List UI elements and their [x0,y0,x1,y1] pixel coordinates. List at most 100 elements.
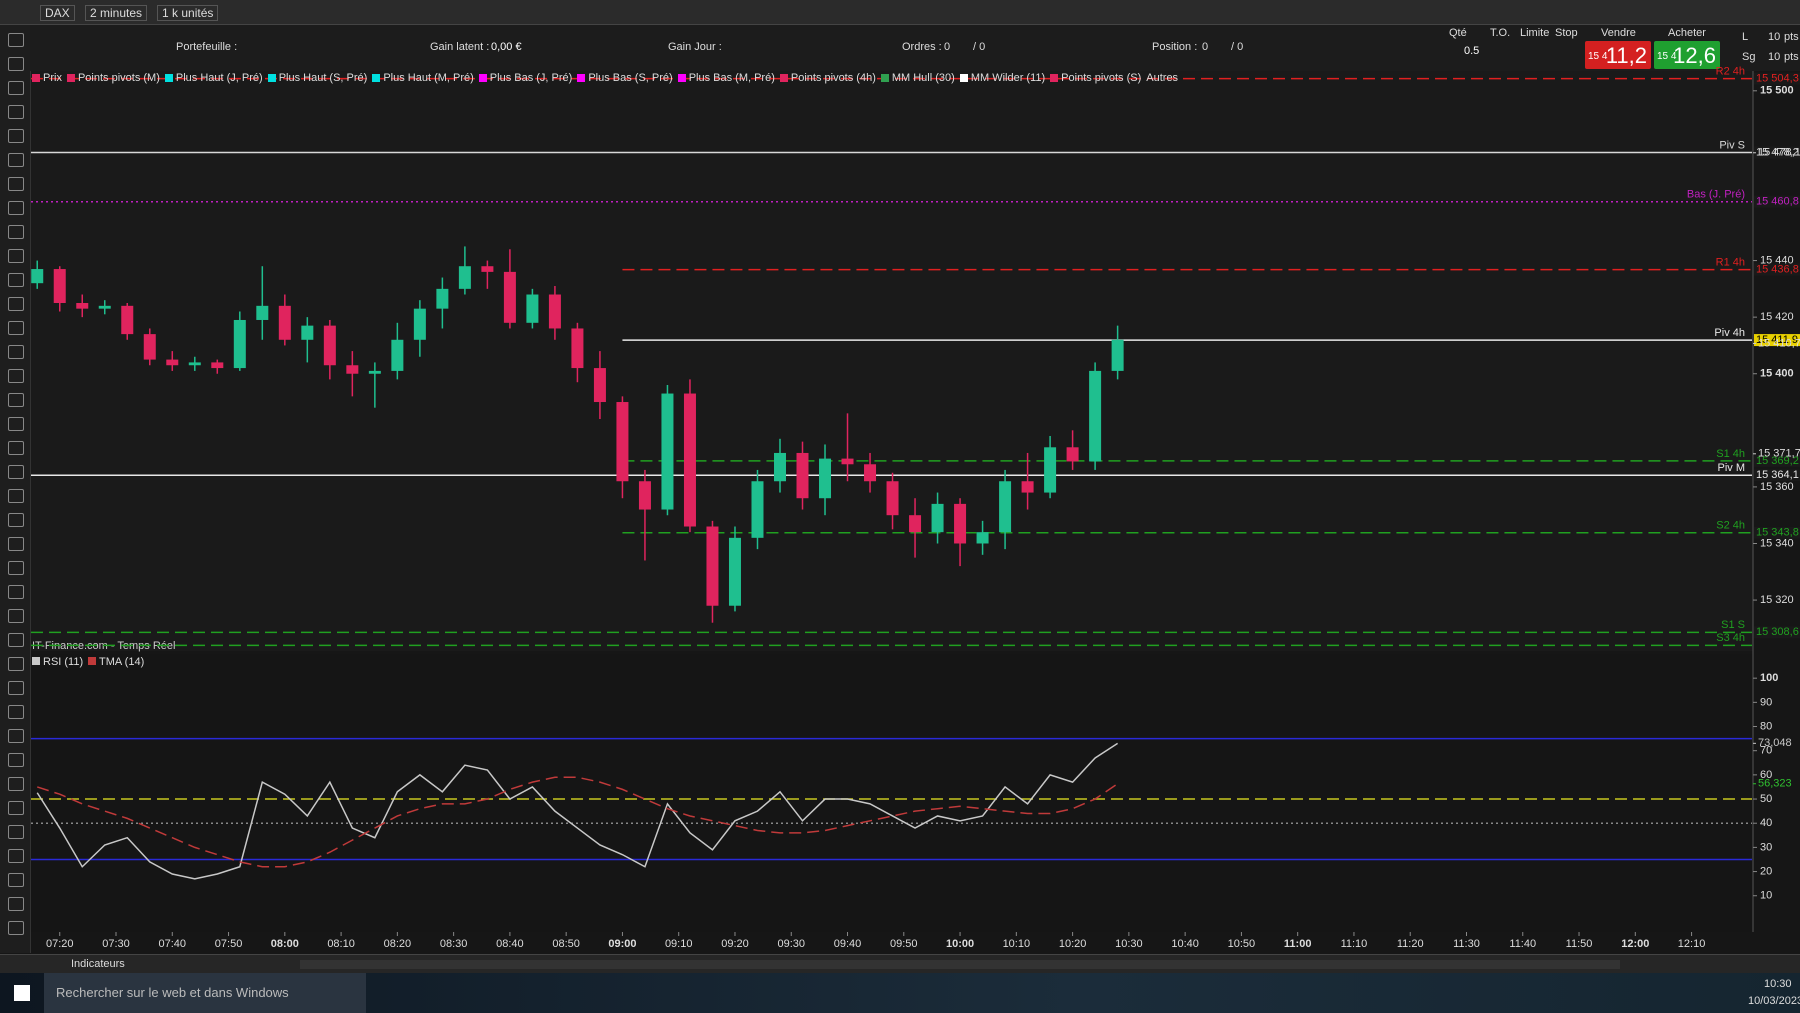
x-tick-label: 09:30 [777,938,805,950]
tool-icon[interactable] [8,849,24,863]
qty-input[interactable]: 0.5 [1464,45,1480,57]
level-value-box [1754,626,1800,639]
tool-icon[interactable] [8,825,24,839]
tool-icon[interactable] [8,393,24,407]
tool-icon[interactable] [8,921,24,935]
price-panel [31,71,1753,651]
tool-icon[interactable] [8,657,24,671]
buy-button[interactable]: 15 4 12,6 [1654,41,1720,69]
axis-marker-label: 56,323 [1758,778,1792,790]
candle-body [638,481,651,510]
tool-icon[interactable] [8,81,24,95]
tool-icon[interactable] [8,153,24,167]
tool-icon[interactable] [8,33,24,47]
candle-body [616,402,629,482]
legend-item: Plus Haut (J, Pré) [164,72,263,84]
tool-icon[interactable] [8,369,24,383]
x-tick-label: 11:20 [1397,938,1424,950]
tool-icon[interactable] [8,585,24,599]
tool-icon[interactable] [8,537,24,551]
tool-icon[interactable] [8,489,24,503]
tool-icon[interactable] [8,249,24,263]
level-value-label: 15 504,3 [1756,73,1799,85]
level-value-label: 15 364,1 [1756,469,1799,481]
level-value-box [1754,526,1800,539]
tool-icon[interactable] [8,729,24,743]
y-tick-label: 70 [1760,745,1772,757]
candle-body [819,458,832,499]
search-box[interactable]: Rechercher sur le web et dans Windows [44,973,366,1013]
candle-body [931,503,944,533]
legend-item: Plus Haut (M, Pré) [372,72,474,84]
tool-icon[interactable] [8,873,24,887]
position-total: / 0 [1231,41,1244,53]
tool-icon[interactable] [8,105,24,119]
tool-icon[interactable] [8,561,24,575]
x-tick-label: 11:40 [1509,938,1536,950]
legend-item: Plus Bas (J, Pré) [478,72,572,84]
level-value-label: 15 308,6 [1756,626,1799,638]
candle-body [526,294,539,323]
candle-body [301,325,314,340]
tool-icon[interactable] [8,681,24,695]
l-label: L [1742,31,1749,43]
legend-label: Prix [43,72,62,84]
tool-icon[interactable] [8,441,24,455]
candle-body [1089,370,1102,462]
level-label: Piv 4h [1714,327,1745,339]
buy-price: 12,6 [1673,43,1716,68]
x-tick-label: 10:50 [1228,938,1256,950]
tool-icon[interactable] [8,633,24,647]
y-tick-label: 15 320 [1760,594,1794,606]
y-tick-label: 30 [1760,841,1772,853]
tool-icon[interactable] [8,321,24,335]
l-value[interactable]: 10 [1768,31,1781,43]
candle-body [886,481,899,516]
sell-button[interactable]: 15 4 11,2 [1585,41,1651,69]
level-label: Bas (J. Pré) [1687,189,1745,201]
tool-icon[interactable] [8,513,24,527]
indicator-legend: Prix Points pivots (M) Plus Haut (J, Pré) P… [32,72,1178,84]
candle-body [143,334,156,360]
candle-body [683,393,696,527]
candle-body [53,269,66,303]
tool-icon[interactable] [8,753,24,767]
tool-icon[interactable] [8,297,24,311]
tool-icon[interactable] [8,609,24,623]
indicators-button[interactable]: Indicateurs [71,958,125,970]
x-tick-label: 11:50 [1566,938,1593,950]
tool-icon[interactable] [8,57,24,71]
y-tick-label: 50 [1760,793,1772,805]
legend-label: Plus Haut (M, Pré) [383,72,474,84]
level-label: R1 4h [1716,257,1745,269]
tool-icon[interactable] [8,705,24,719]
tool-icon[interactable] [8,177,24,191]
scrollbar[interactable] [300,960,1620,969]
qty-label: Qté [1449,27,1467,39]
level-value-box [1754,469,1800,482]
level-value-box [1754,195,1800,208]
tool-icon[interactable] [8,417,24,431]
sg-value[interactable]: 10 [1768,51,1781,63]
units-select[interactable]: 1 k unités [157,5,219,21]
candle-body [796,452,809,499]
order-bar: Portefeuille : Gain latent : 0,00 € Gain… [30,25,1800,71]
tool-icon[interactable] [8,777,24,791]
interval-select[interactable]: 2 minutes [85,5,148,21]
start-button[interactable] [14,985,30,1001]
to-label: T.O. [1490,27,1511,39]
symbol-select[interactable]: DAX [40,5,75,21]
tool-icon[interactable] [8,465,24,479]
x-tick-label: 10:00 [946,938,974,950]
tool-icon[interactable] [8,801,24,815]
tool-icon[interactable] [8,273,24,287]
tool-icon[interactable] [8,129,24,143]
tool-icon[interactable] [8,225,24,239]
legend-label: Autres [1146,72,1179,84]
tool-icon[interactable] [8,345,24,359]
drawing-toolbar [0,25,31,953]
candle-body [481,266,494,272]
tool-icon[interactable] [8,201,24,215]
candle-body [864,464,877,482]
tool-icon[interactable] [8,897,24,911]
